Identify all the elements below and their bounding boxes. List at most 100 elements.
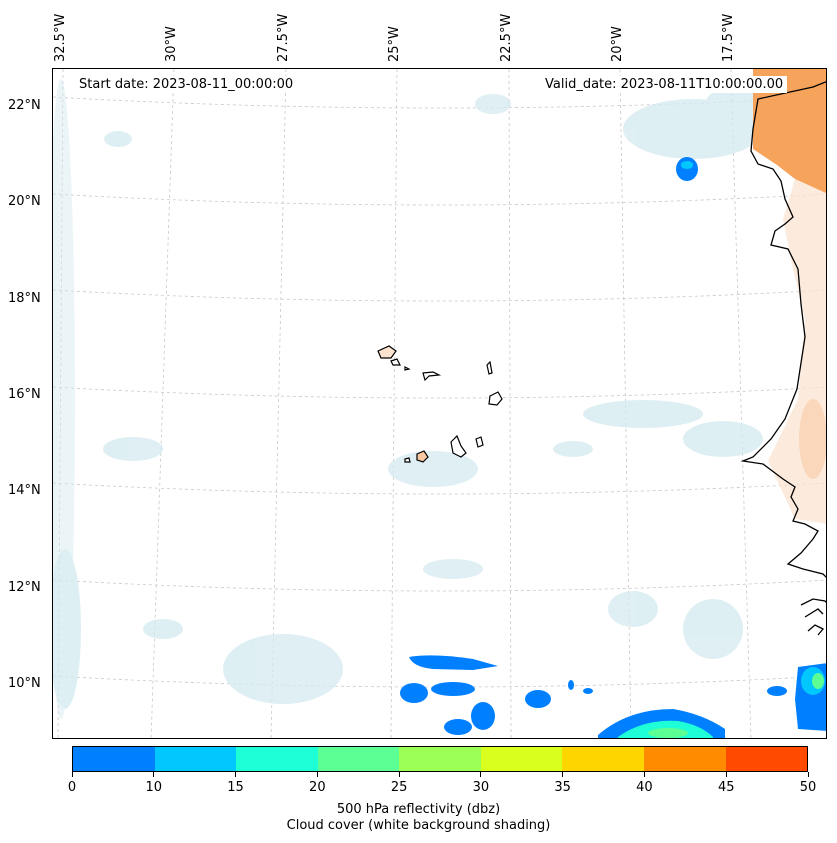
land-shading [753,69,826,524]
island-santa-luzia [404,366,411,371]
cloud-patch [53,549,81,709]
lon-label-17-5w: 17.5°W [721,13,736,62]
lat-label-22n: 22°N [8,98,41,113]
island-sal [486,360,493,375]
colorbar-tick-label: 20 [309,780,326,795]
lat-label-20n: 20°N [8,194,41,209]
grid-lat-line [53,96,826,109]
coastline-guinea [800,598,826,606]
lat-label-12n: 12°N [8,580,41,595]
colorbar-tick-mark [807,772,809,777]
cloud-patch [608,591,658,627]
valid-date-label: Valid_date: 2023-08-11T10:00:00.00 [541,76,788,93]
reflectivity-cell [812,673,824,689]
colorbar-tick-mark [480,772,482,777]
coastline-africa [740,81,826,578]
colorbar-tick-mark [71,772,73,777]
colorbar-tick-label: 15 [227,780,244,795]
map-canvas [53,69,826,738]
island-fogo [416,450,429,463]
start-date-label: Start date: 2023-08-11_00:00:00 [75,76,298,93]
grid-lat-line [53,289,826,302]
colorbar-segment-20-25 [317,747,400,771]
grid-lon-line [390,69,398,738]
colorbar-segment-0-10 [73,747,155,771]
cape-verde-islands [377,345,503,463]
colorbar-tick-mark [643,772,645,777]
lon-label-20w: 20°W [610,26,625,62]
grid-lat-line [53,482,826,495]
colorbar-tick-label: 30 [472,780,490,795]
reflectivity-cell [767,686,787,696]
reflectivity [400,157,826,738]
reflectivity-cell [471,702,495,730]
colorbar-tick-label: 45 [717,780,735,795]
colorbar-segment-35-40 [562,747,644,771]
land-light-patch [799,399,826,479]
colorbar-tick-label: 40 [636,780,653,795]
cloud-patch [683,599,743,659]
cloud-patch [143,619,183,639]
cloud-patch [388,451,478,487]
colorbar [72,746,808,772]
lon-label-27-5w: 27.5°W [276,13,291,62]
reflectivity-cell [409,655,498,670]
colorbar-segment-15-20 [236,747,318,771]
grid-lat-line [53,579,826,592]
reflectivity-cell [431,682,475,696]
reflectivity-cell [444,719,472,735]
grid-lon-line [730,69,752,738]
cloud-patch [103,437,163,461]
reflectivity-cell [525,690,551,708]
cloud-patch [553,441,593,457]
reflectivity-cell [583,688,593,694]
colorbar-tick-label: 50 [799,780,817,795]
cloud-patch [475,94,511,114]
grid-lon-line [619,69,632,738]
colorbar-tick-mark [398,772,400,777]
reflectivity-cell [648,728,688,738]
cloud-patch [423,559,483,579]
cloud-patch [223,634,343,704]
map-panel[interactable] [52,68,827,739]
grid-lat-line [53,193,826,206]
colorbar-tick-mark [562,772,564,777]
reflectivity-cell [400,683,428,703]
coastline [740,81,826,636]
cloud-patch [683,421,763,457]
colorbar-tick-mark [725,772,727,777]
lat-label-14n: 14°N [8,483,41,498]
island-santo-antao [377,345,397,359]
colorbar-tick-mark [153,772,155,777]
grid-lon-line [270,69,287,738]
colorbar-segment-10-15 [154,747,237,771]
land-heat-area [753,69,826,194]
island-maio [475,436,484,448]
island-sao-nicolau [422,371,442,382]
lon-label-25w: 25°W [387,26,402,62]
island-brava [404,457,411,463]
island-boa-vista [488,391,503,406]
grid-lat-line [53,386,826,399]
colorbar-tick-label: 10 [145,780,163,795]
reflectivity-cell [568,680,574,690]
coastline-guinea-islands [804,608,825,636]
colorbar-segment-45-50 [725,747,808,771]
cloud-patch [104,131,132,147]
colorbar-tick-label: 35 [554,780,571,795]
colorbar-subtitle: Cloud cover (white background shading) [286,818,551,833]
colorbar-segment-40-45 [643,747,726,771]
lon-label-22-5w: 22.5°W [499,13,514,62]
lat-label-18n: 18°N [8,291,41,306]
lat-label-16n: 16°N [8,387,41,402]
lon-label-30w: 30°W [164,26,179,62]
colorbar-tick-mark [235,772,237,777]
island-santiago [450,434,467,458]
reflectivity-cell [681,161,693,169]
colorbar-title: 500 hPa reflectivity (dbz) [336,802,501,817]
colorbar-segment-30-35 [480,747,563,771]
lat-label-10n: 10°N [8,676,41,691]
colorbar-tick-label: 0 [67,780,77,795]
colorbar-tick-label: 25 [390,780,408,795]
cloud-patch [583,400,703,428]
